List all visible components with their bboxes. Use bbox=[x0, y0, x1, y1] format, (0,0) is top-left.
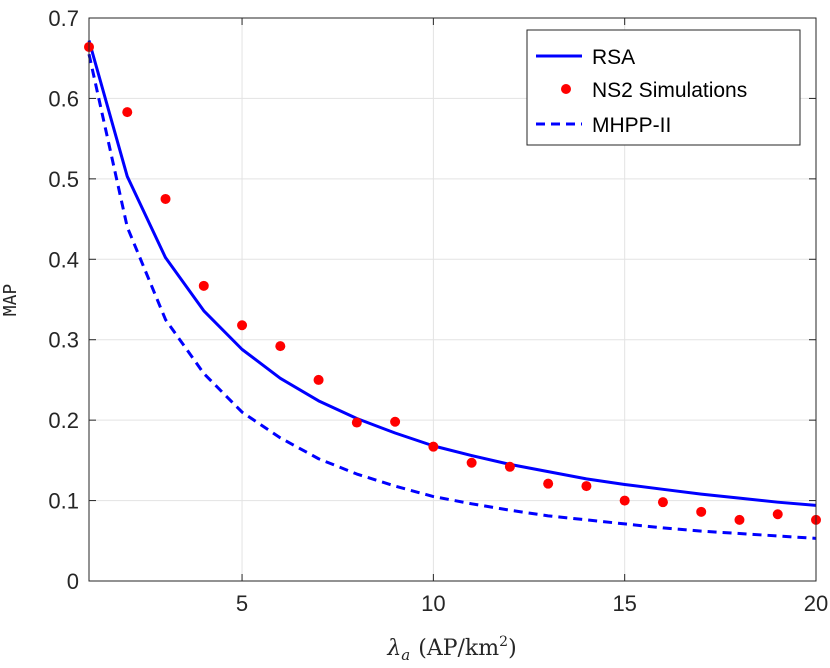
x-axis-unit: (AP/km bbox=[418, 636, 499, 661]
mhpp-ii-line bbox=[87, 53, 817, 540]
ns2-simulations-marker bbox=[351, 417, 362, 428]
x-tick-label: 10 bbox=[421, 591, 445, 616]
ns2-simulations-marker bbox=[428, 441, 439, 452]
ns2-simulations-marker bbox=[237, 320, 248, 331]
ns2-simulations-marker bbox=[160, 193, 171, 204]
x-tick-label: 15 bbox=[612, 591, 636, 616]
x-tick-label: 5 bbox=[236, 591, 248, 616]
legend: RSA NS2 Simulations MHPP-II bbox=[526, 29, 801, 146]
ns2-simulations-marker bbox=[619, 495, 630, 506]
legend-rsa-label: RSA bbox=[592, 46, 635, 69]
x-axis-unit-power: 2 bbox=[499, 634, 508, 650]
y-tick-label: 0.2 bbox=[48, 408, 79, 433]
rsa-line bbox=[87, 40, 817, 507]
y-tick-label: 0.6 bbox=[48, 86, 79, 111]
ns2-simulations-marker bbox=[581, 481, 592, 492]
y-tick-label: 0.1 bbox=[48, 489, 79, 514]
x-axis-subscript: a bbox=[401, 646, 410, 664]
ns2-simulations-marker bbox=[466, 457, 477, 468]
y-axis-label: MAP bbox=[0, 284, 21, 317]
legend-box bbox=[526, 29, 801, 146]
ns2-simulations-marker bbox=[122, 107, 133, 118]
ns2-simulations-marker bbox=[772, 509, 783, 520]
legend-ns2-swatch bbox=[561, 84, 571, 94]
plot-frame bbox=[88, 17, 817, 582]
ns2-simulations-marker bbox=[275, 341, 286, 352]
ns2-simulations-marker bbox=[657, 497, 668, 508]
legend-mhpp-label: MHPP-II bbox=[592, 114, 671, 137]
y-tick-label: 0.5 bbox=[48, 167, 79, 192]
y-tick-label: 0.4 bbox=[48, 247, 79, 272]
y-tick-label: 0.7 bbox=[48, 6, 79, 31]
ns2-simulations-marker bbox=[734, 514, 745, 525]
legend-ns2-label: NS2 Simulations bbox=[592, 79, 747, 102]
ns2-simulations-marker bbox=[313, 374, 324, 385]
ns2-simulations-marker bbox=[198, 280, 209, 291]
ns2-simulations-marker bbox=[504, 461, 515, 472]
x-tick-label: 20 bbox=[804, 591, 828, 616]
ns2-simulations-marker bbox=[543, 478, 554, 489]
x-axis-label: λa (AP/km2) bbox=[386, 634, 516, 664]
y-tick-label: 0 bbox=[67, 569, 79, 594]
ns2-simulations-marker bbox=[390, 416, 401, 427]
series-layer bbox=[84, 40, 821, 540]
x-axis-symbol: λ bbox=[386, 636, 401, 661]
x-axis-unit-close: ) bbox=[508, 636, 517, 661]
ns2-simulations-marker bbox=[696, 506, 707, 517]
y-tick-label: 0.3 bbox=[48, 328, 79, 353]
ticks: 5 10 15 20 0 0.1 0.2 0.3 0.4 0.5 0.6 0.7 bbox=[48, 6, 828, 616]
